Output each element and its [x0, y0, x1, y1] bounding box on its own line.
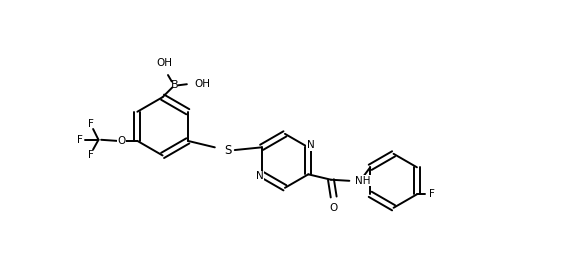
Text: S: S	[224, 143, 232, 157]
Text: N: N	[307, 140, 314, 150]
Text: OH: OH	[157, 58, 173, 68]
Text: N: N	[256, 172, 264, 181]
Text: F: F	[88, 150, 94, 160]
Text: O: O	[329, 204, 338, 213]
Text: OH: OH	[194, 79, 210, 89]
Text: F: F	[77, 135, 82, 145]
Text: O: O	[117, 136, 126, 146]
Text: B: B	[170, 80, 178, 90]
Text: F: F	[429, 189, 435, 199]
Text: NH: NH	[355, 176, 370, 186]
Text: F: F	[88, 119, 94, 128]
